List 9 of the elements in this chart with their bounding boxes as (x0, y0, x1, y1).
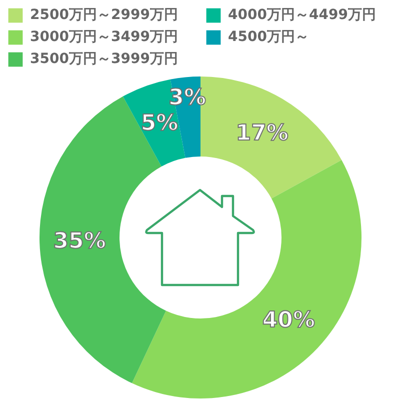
data-label: 17% (236, 120, 288, 146)
legend-label: 2500万円～2999万円 (30, 6, 179, 24)
legend-label: 4000万円～4499万円 (228, 6, 377, 24)
data-label: 5% (140, 111, 178, 136)
legend-label: 3500万円～3999万円 (30, 50, 179, 68)
legend-label: 3000万円～3499万円 (30, 28, 179, 46)
data-label: 35% (53, 228, 106, 254)
data-label: 40% (262, 308, 316, 333)
legend-label: 4500万円～ (228, 28, 310, 46)
